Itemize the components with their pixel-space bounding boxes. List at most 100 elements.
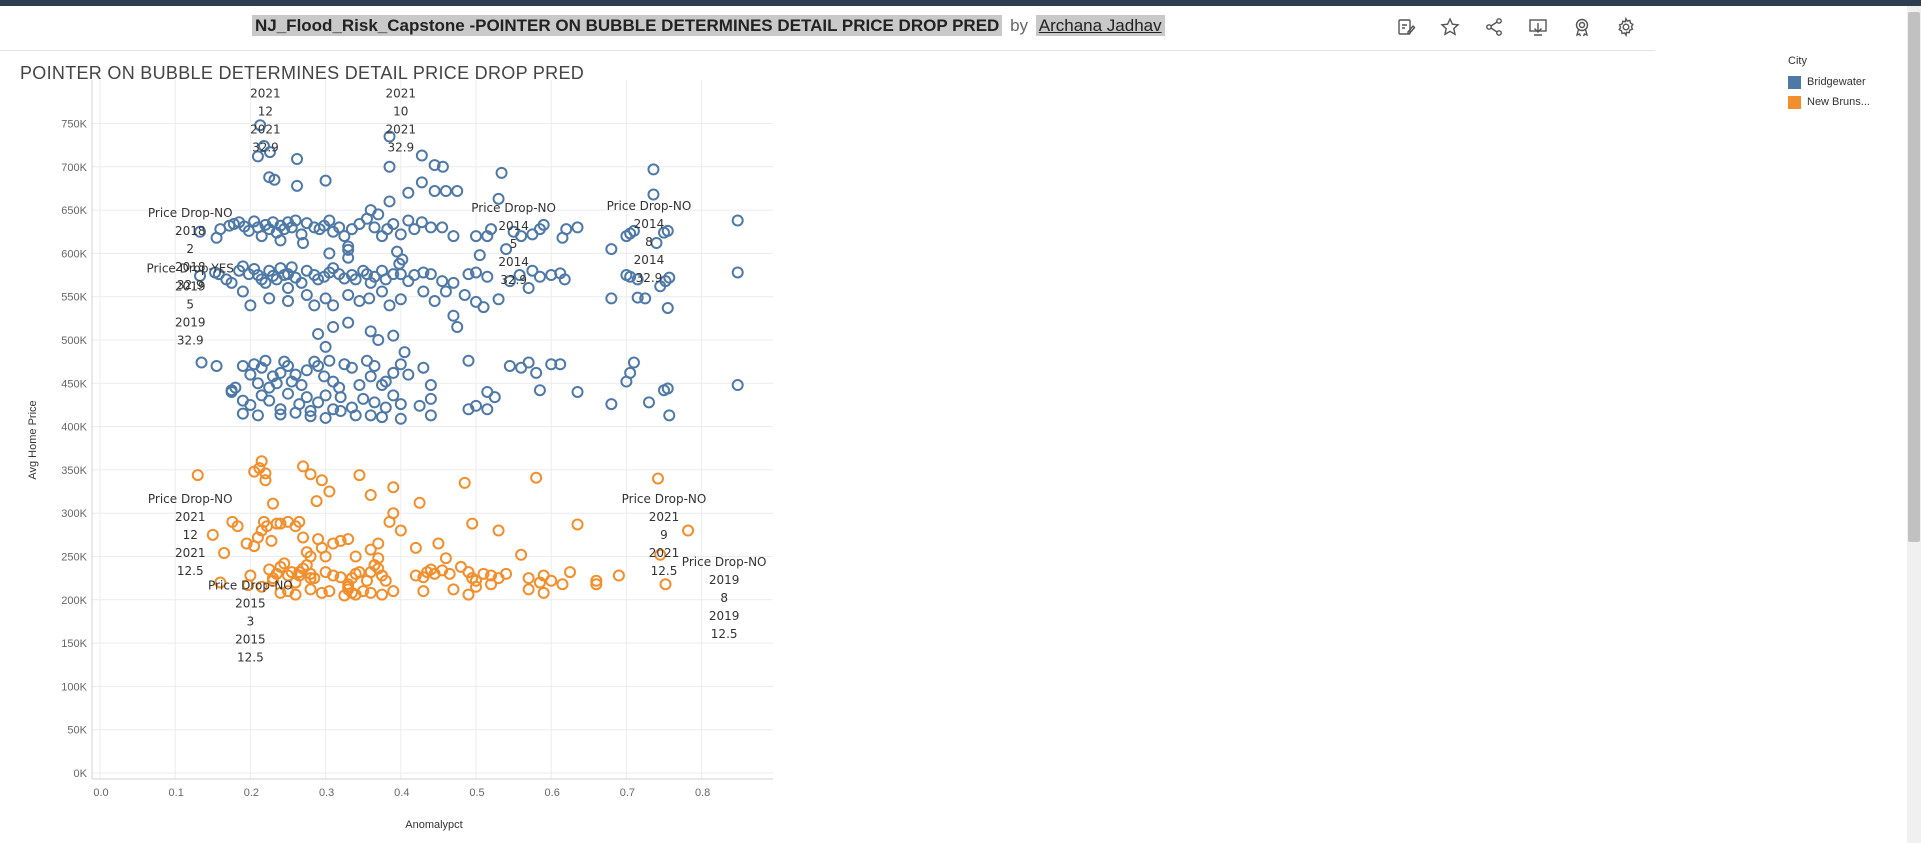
data-point-bridgewater xyxy=(274,403,287,416)
data-point-bridgewater xyxy=(417,361,430,374)
share-icon[interactable] xyxy=(1483,16,1505,38)
data-point-bridgewater xyxy=(248,215,261,228)
data-point-bridgewater xyxy=(255,273,268,286)
edit-icon[interactable] xyxy=(1395,16,1417,38)
data-point-bridgewater xyxy=(663,271,676,284)
color-legend: City Bridgewater New Bruns... xyxy=(1788,55,1870,112)
data-point-bridgewater xyxy=(383,195,396,208)
data-point-bridgewater xyxy=(379,375,392,388)
data-points xyxy=(191,119,744,602)
data-point-bridgewater xyxy=(304,410,317,423)
data-point-new-bruns xyxy=(259,467,272,480)
mark-label-line: 12 xyxy=(258,105,273,119)
data-point-new-bruns xyxy=(315,586,328,599)
data-point-new-bruns xyxy=(432,537,445,550)
data-point-bridgewater xyxy=(470,399,482,412)
favorite-star-icon[interactable] xyxy=(1439,16,1461,38)
data-point-bridgewater xyxy=(402,368,415,381)
mark-label: Price Drop-NO 2014 5 2014 32.9 xyxy=(471,201,556,287)
axes: 0K 50K 100K 150K 200K 250K 300K 350K 400K 450K 500… xyxy=(61,80,773,799)
mark-label-line: 9 xyxy=(660,528,668,542)
data-point-bridgewater xyxy=(364,276,377,289)
data-point-bridgewater xyxy=(282,282,294,295)
author-link[interactable]: Archana Jadhav xyxy=(1035,15,1165,36)
data-point-bridgewater xyxy=(495,166,508,179)
y-tick-label: 400K xyxy=(61,422,87,434)
data-point-new-bruns xyxy=(590,578,603,591)
data-point-new-bruns xyxy=(327,569,340,582)
data-point-bridgewater xyxy=(353,295,366,308)
data-point-new-bruns xyxy=(255,455,268,468)
x-tick-label: 0.8 xyxy=(695,787,710,799)
data-point-new-bruns xyxy=(439,552,452,565)
data-point-bridgewater xyxy=(263,146,276,159)
mark-label-line: 2021 xyxy=(649,510,680,524)
mark-label-line: 2 xyxy=(186,242,194,256)
vertical-scrollbar[interactable] xyxy=(1907,6,1921,843)
data-point-bridgewater xyxy=(300,288,313,301)
data-point-bridgewater xyxy=(342,243,355,256)
settings-gear-icon[interactable] xyxy=(1615,16,1637,38)
mark-label-line: 2015 xyxy=(235,596,266,610)
y-tick-label: 600K xyxy=(61,248,87,260)
mark-label-line: 10 xyxy=(393,105,408,119)
header-toolbar xyxy=(1395,16,1637,38)
data-point-bridgewater xyxy=(387,268,400,281)
data-point-bridgewater xyxy=(194,225,207,238)
data-point-bridgewater xyxy=(424,392,437,405)
data-point-bridgewater xyxy=(345,361,358,374)
data-point-bridgewater xyxy=(394,412,407,425)
mark-label-line: 5 xyxy=(510,237,518,251)
data-point-bridgewater xyxy=(291,153,304,166)
data-point-new-bruns xyxy=(571,518,584,531)
mark-label-line: Price Drop-NO xyxy=(471,201,556,215)
mark-label-line: 32.9 xyxy=(177,333,204,347)
data-point-bridgewater xyxy=(451,185,464,198)
data-point-bridgewater xyxy=(537,218,550,231)
data-point-new-bruns xyxy=(319,550,332,563)
data-point-bridgewater xyxy=(372,208,385,221)
data-point-new-bruns xyxy=(387,507,400,520)
data-point-bridgewater xyxy=(428,159,441,172)
data-point-new-bruns xyxy=(458,476,471,489)
data-point-bridgewater xyxy=(323,214,336,227)
data-point-new-bruns xyxy=(387,585,400,598)
data-point-bridgewater xyxy=(195,356,208,369)
data-point-new-bruns xyxy=(315,474,328,487)
legend-item-new-brunswick[interactable]: New Bruns... xyxy=(1788,92,1870,112)
data-point-new-bruns xyxy=(364,543,377,556)
data-point-new-bruns xyxy=(564,566,576,579)
mark-label-line: 2014 xyxy=(498,255,529,269)
data-point-bridgewater xyxy=(394,398,407,411)
scrollbar-thumb[interactable] xyxy=(1908,12,1920,542)
workbook-title[interactable]: NJ_Flood_Risk_Capstone -POINTER ON BUBBL… xyxy=(252,15,1003,36)
x-tick-label: 0.3 xyxy=(319,787,334,799)
data-point-new-bruns xyxy=(659,578,672,591)
data-point-new-bruns xyxy=(293,566,306,579)
download-icon[interactable] xyxy=(1527,16,1549,38)
data-point-bridgewater xyxy=(376,411,388,424)
data-point-new-bruns xyxy=(248,465,261,478)
data-point-new-bruns xyxy=(274,560,287,573)
data-point-new-bruns xyxy=(308,572,321,585)
mark-label-line: Price Drop-NO xyxy=(148,206,233,220)
y-tick-label: 250K xyxy=(61,552,87,564)
data-point-new-bruns xyxy=(379,574,392,587)
data-point-new-bruns xyxy=(342,580,355,593)
mark-label-line: Price Drop-NO xyxy=(622,492,707,506)
data-point-bridgewater xyxy=(282,359,294,372)
data-point-bridgewater xyxy=(225,276,238,289)
data-point-bridgewater xyxy=(513,269,526,282)
data-point-bridgewater xyxy=(436,221,449,234)
data-point-bridgewater xyxy=(554,358,567,371)
metrics-badge-icon[interactable] xyxy=(1571,16,1593,38)
legend-item-bridgewater[interactable]: Bridgewater xyxy=(1788,72,1870,92)
mark-label: Price Drop-NO 2021 12 2021 12.5 xyxy=(148,492,233,578)
data-point-new-bruns xyxy=(492,524,505,537)
data-point-bridgewater xyxy=(285,261,298,274)
data-point-new-bruns xyxy=(242,579,255,592)
data-point-bridgewater xyxy=(364,370,377,383)
mark-label: 2021 10 2021 32.9 xyxy=(386,87,417,155)
data-point-new-bruns xyxy=(612,569,625,582)
data-point-new-bruns xyxy=(682,524,695,537)
